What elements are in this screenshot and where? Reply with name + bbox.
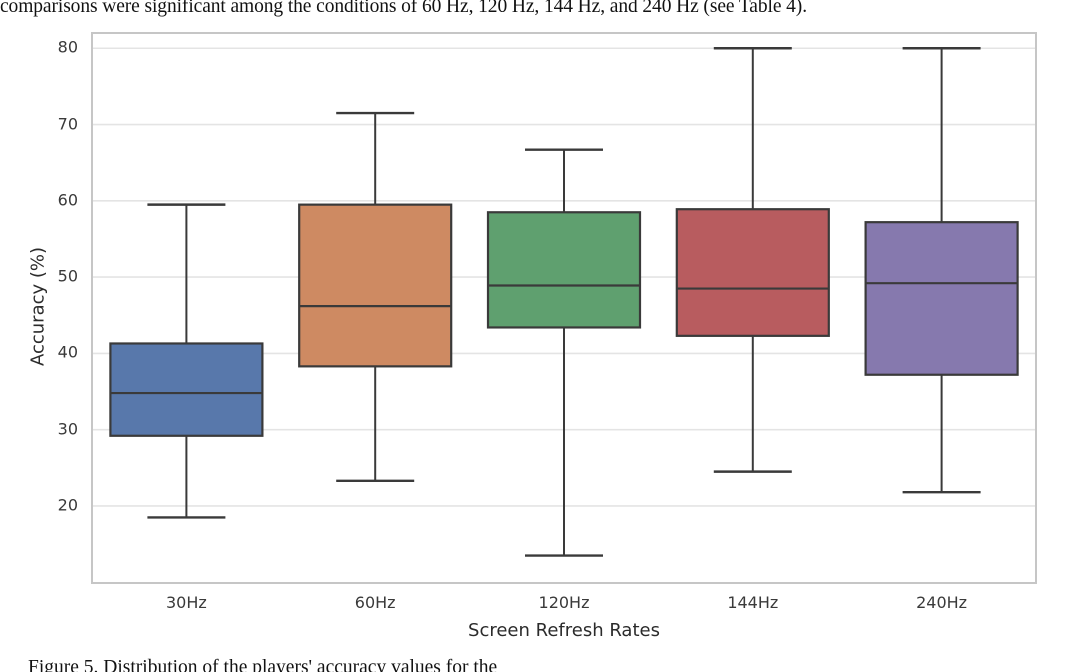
box-30Hz <box>109 203 264 519</box>
y-tick-label-50: 50 <box>57 266 78 286</box>
y-tick-label-20: 20 <box>57 495 78 515</box>
y-tick-label-30: 30 <box>57 419 78 439</box>
y-tick-label-80: 80 <box>57 37 78 57</box>
y-tick-label-70: 70 <box>57 114 78 134</box>
box-120Hz <box>486 148 642 557</box>
box-144Hz <box>675 47 830 473</box>
box-240Hz <box>864 47 1019 494</box>
paragraph-text: comparisons were significant among the c… <box>0 0 807 17</box>
y-tick-label-60: 60 <box>57 190 78 210</box>
x-tick-label-240Hz: 240Hz <box>916 593 968 612</box>
iqr-box <box>298 203 453 368</box>
panel-border <box>91 32 1037 584</box>
box-60Hz <box>298 111 453 482</box>
iqr-box <box>486 211 642 329</box>
iqr-box <box>109 342 264 437</box>
y-tick-label-40: 40 <box>57 343 78 363</box>
x-tick-label-30Hz: 30Hz <box>165 593 207 612</box>
iqr-box <box>864 221 1019 376</box>
iqr-box <box>675 208 830 337</box>
x-tick-label-120Hz: 120Hz <box>538 593 590 612</box>
x-tick-label-60Hz: 60Hz <box>354 593 396 612</box>
x-axis-title: Screen Refresh Rates <box>468 620 660 641</box>
figure-caption: Figure 5. Distribution of the players' a… <box>28 657 498 672</box>
x-tick-label-144Hz: 144Hz <box>727 593 779 612</box>
